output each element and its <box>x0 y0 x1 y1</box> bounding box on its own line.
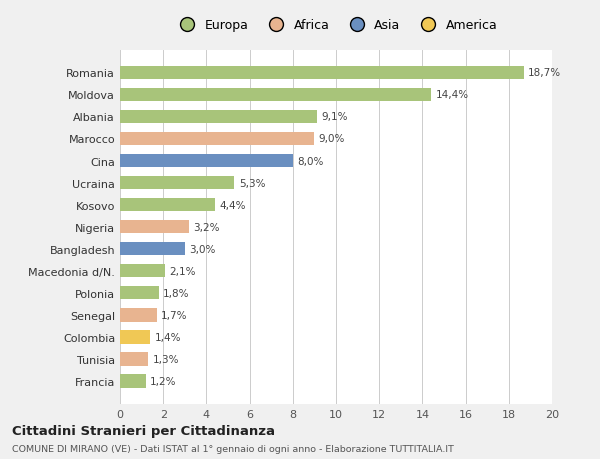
Text: 1,4%: 1,4% <box>155 332 181 342</box>
Text: 14,4%: 14,4% <box>436 90 469 100</box>
Bar <box>120 308 157 322</box>
Bar <box>120 133 314 146</box>
Text: 3,0%: 3,0% <box>189 244 215 254</box>
Bar <box>120 375 146 388</box>
Bar <box>120 155 293 168</box>
Text: 9,1%: 9,1% <box>321 112 347 122</box>
Bar <box>120 177 235 190</box>
Text: 9,0%: 9,0% <box>319 134 345 144</box>
Bar <box>120 89 431 102</box>
Bar <box>120 111 317 124</box>
Bar <box>120 199 215 212</box>
Text: Cittadini Stranieri per Cittadinanza: Cittadini Stranieri per Cittadinanza <box>12 424 275 437</box>
Text: 1,2%: 1,2% <box>150 376 177 386</box>
Text: COMUNE DI MIRANO (VE) - Dati ISTAT al 1° gennaio di ogni anno - Elaborazione TUT: COMUNE DI MIRANO (VE) - Dati ISTAT al 1°… <box>12 444 454 453</box>
Bar <box>120 353 148 366</box>
Text: 2,1%: 2,1% <box>170 266 196 276</box>
Text: 8,0%: 8,0% <box>297 156 323 166</box>
Legend: Europa, Africa, Asia, America: Europa, Africa, Asia, America <box>170 14 502 37</box>
Bar <box>120 330 150 344</box>
Text: 1,7%: 1,7% <box>161 310 188 320</box>
Bar <box>120 243 185 256</box>
Text: 1,8%: 1,8% <box>163 288 190 298</box>
Text: 1,3%: 1,3% <box>152 354 179 364</box>
Text: 18,7%: 18,7% <box>528 68 562 78</box>
Bar <box>120 67 524 80</box>
Bar <box>120 286 159 300</box>
Text: 5,3%: 5,3% <box>239 178 265 188</box>
Text: 3,2%: 3,2% <box>193 222 220 232</box>
Text: 4,4%: 4,4% <box>220 200 246 210</box>
Bar <box>120 265 166 278</box>
Bar <box>120 221 189 234</box>
